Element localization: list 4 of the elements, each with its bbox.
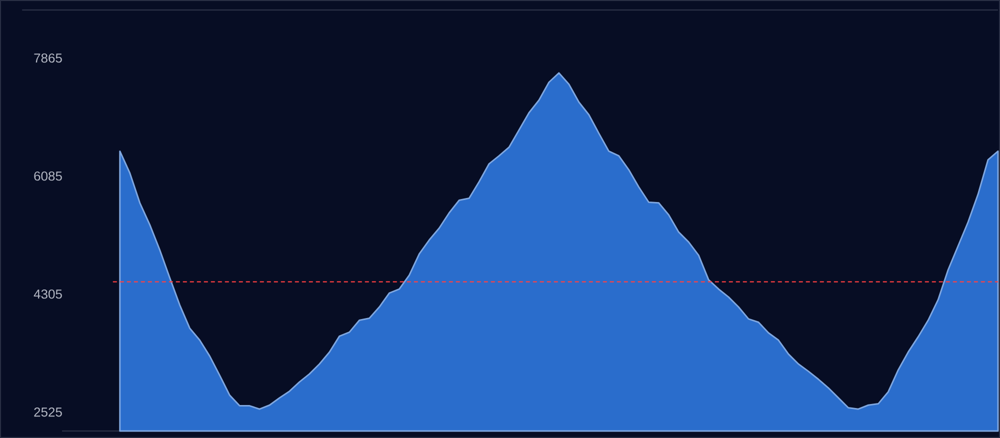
y-tick-label: 7865: [34, 53, 62, 63]
y-tick-label: 4305: [34, 289, 62, 299]
y-tick-label: 6085: [34, 171, 62, 181]
y-tick-label: 2525: [34, 407, 62, 417]
